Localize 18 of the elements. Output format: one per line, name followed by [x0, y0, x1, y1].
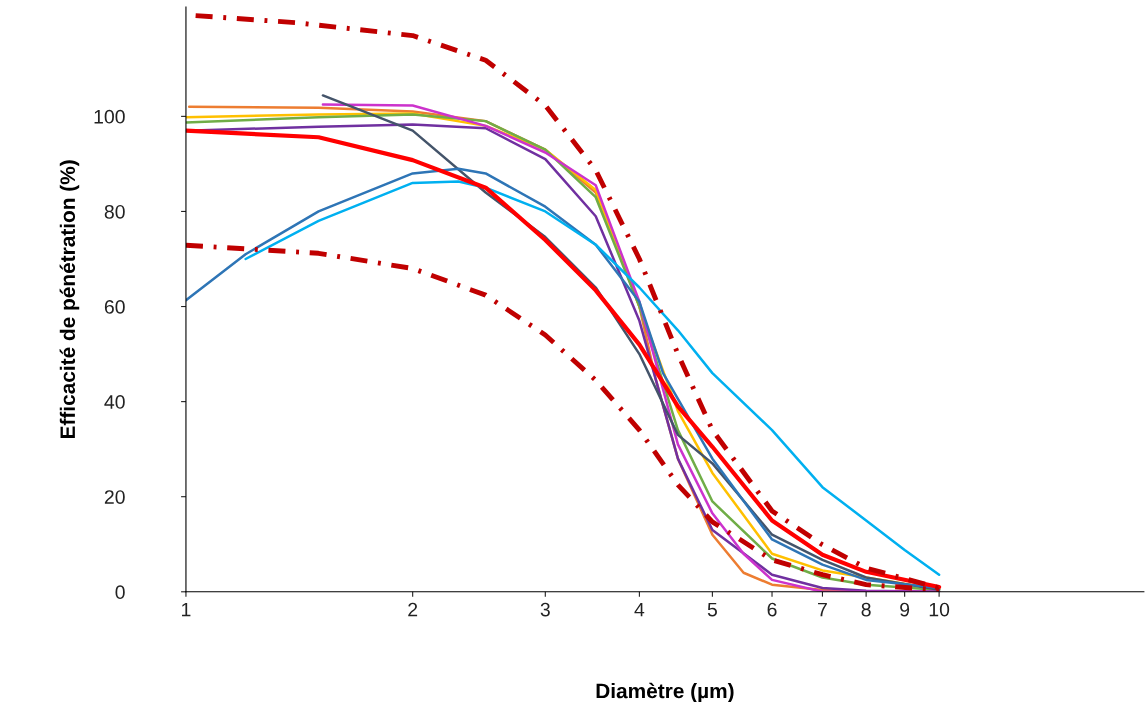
x-tick-label: 3	[540, 602, 550, 617]
x-tick-label: 1	[182, 602, 191, 617]
y-tick-label: 0	[115, 585, 125, 600]
x-tick-label: 9	[900, 602, 910, 617]
y-tick-label: 80	[104, 204, 125, 219]
y-tick-label: 40	[104, 395, 125, 409]
x-tick-label: 10	[929, 602, 950, 617]
x-axis-title: Diamètre (µm)	[596, 682, 734, 702]
x-tick-label: 8	[861, 602, 871, 617]
y-tick-label: 60	[104, 300, 125, 314]
x-tick-label: 2	[408, 602, 418, 617]
y-tick-label: 100	[94, 109, 125, 124]
y-tick-label: 20	[104, 490, 125, 504]
x-tick-label: 7	[818, 602, 827, 617]
y-axis-title: Efficacité de pénétration (%)	[59, 160, 80, 439]
x-tick-label: 6	[767, 602, 777, 617]
x-tick-label: 5	[707, 602, 717, 617]
x-tick-label: 4	[634, 602, 645, 617]
